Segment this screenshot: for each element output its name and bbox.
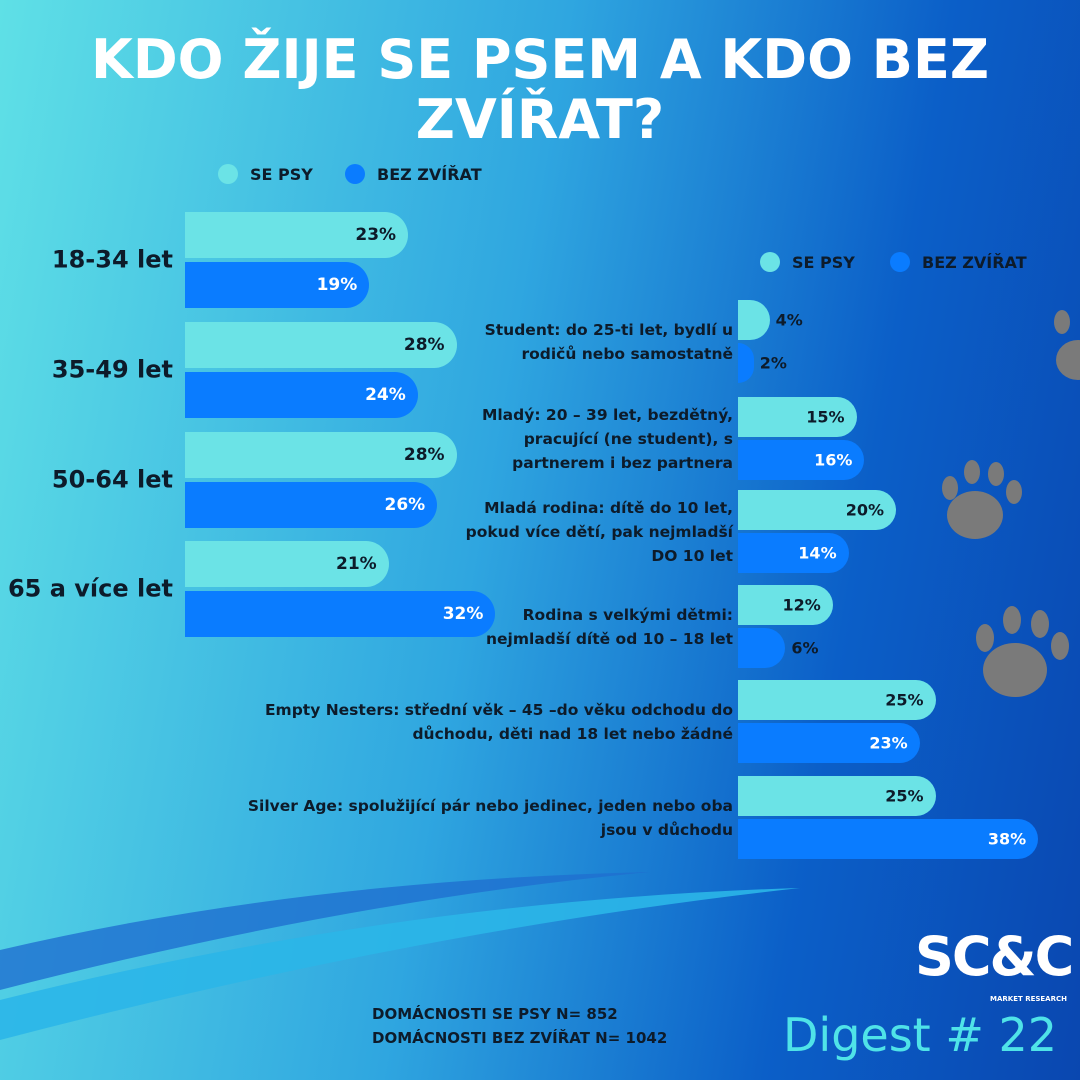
category-label: Mladá rodina: dítě do 10 let, pokud více… [465,498,733,565]
bar [738,680,936,720]
value-label: 2% [759,353,787,373]
value-label: 20% [845,500,884,520]
bar [738,533,849,573]
legend-item: BEZ ZVÍŘAT [345,164,482,184]
value-label: 38% [987,829,1027,849]
bar [738,628,786,668]
bar [185,372,418,418]
bar [185,212,409,258]
category-label: 35-49 let [51,355,173,384]
legend-label: SE PSY [250,164,313,184]
category-label: Empty Nesters: střední věk – 45 –do věku… [264,700,733,743]
value-label: 12% [782,595,821,615]
legend-swatch [345,164,365,184]
title: KDO ŽIJE SE PSEM A KDO BEZ ZVÍŘAT? [90,28,990,151]
bar [185,482,438,528]
footer: DOMÁCNOSTI SE PSY N= 852 DOMÁCNOSTI BEZ … [372,1002,667,1050]
legend-item: BEZ ZVÍŘAT [890,252,1027,272]
category-label: Silver Age: spolužijící pár nebo jedinec… [247,796,733,839]
bar [738,819,1039,859]
footer-line: DOMÁCNOSTI SE PSY N= 852 [372,1005,618,1023]
bar [738,776,936,816]
bar [185,541,389,587]
legend-swatch [890,252,910,272]
value-label: 21% [335,554,377,574]
bar [738,723,920,763]
bar [738,343,754,383]
category-label: 65 a více let [7,574,173,603]
value-label: 23% [869,733,908,753]
legend-swatch [218,164,238,184]
category-label: Mladý: 20 – 39 let, bezdětný, pracující … [481,405,733,472]
value-label: 16% [814,450,853,470]
value-label: 6% [791,638,819,658]
value-label: 4% [775,310,803,330]
value-label: 28% [403,445,445,465]
category-label: Rodina s velkými dětmi: nejmladší dítě o… [486,605,733,648]
legend-item: SE PSY [218,164,313,184]
category-label: Student: do 25-ti let, bydlí u rodičů ne… [484,320,733,363]
bar [738,300,770,340]
bar [185,591,496,637]
value-label: 25% [885,690,924,710]
value-label: 15% [806,407,845,427]
legend-swatch [760,252,780,272]
legend-label: BEZ ZVÍŘAT [922,252,1027,272]
category-label: 50-64 let [51,465,173,494]
bar [738,397,857,437]
value-label: 19% [316,275,358,295]
value-label: 23% [355,225,397,245]
logo: SC&C [915,925,1074,988]
value-label: 32% [442,604,484,624]
bar [738,440,865,480]
value-label: 24% [365,385,406,405]
bar [185,262,370,308]
bar [738,585,833,625]
bar [185,322,457,368]
legend-label: SE PSY [792,252,855,272]
bar [185,432,457,478]
value-label: 25% [885,786,924,806]
digest: Digest # 22 [783,1008,1058,1062]
legend-item: SE PSY [760,252,855,272]
value-label: 26% [384,495,426,515]
category-label: 18-34 let [51,245,173,274]
bar [738,490,896,530]
logo-tagline: MARKET RESEARCH [990,995,1067,1003]
footer-line: DOMÁCNOSTI BEZ ZVÍŘAT N= 1042 [372,1029,668,1047]
value-label: 14% [798,543,837,563]
legend-label: BEZ ZVÍŘAT [377,164,482,184]
value-label: 28% [403,335,445,355]
